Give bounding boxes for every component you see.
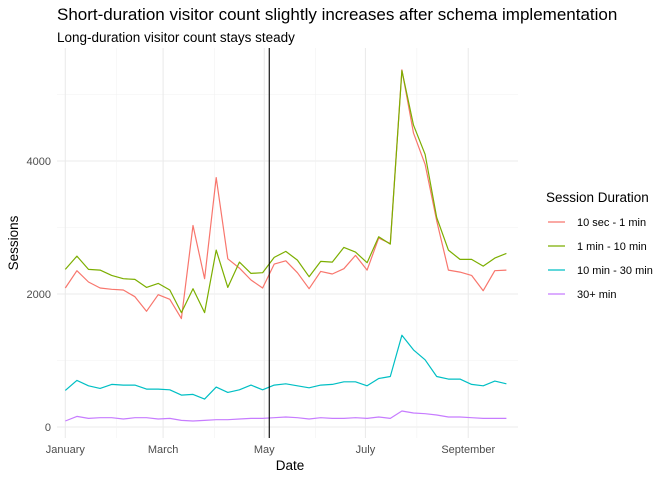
y-tick-label: 0	[45, 422, 51, 434]
y-tick-label: 4000	[27, 156, 51, 168]
x-tick-label: September	[441, 444, 495, 456]
legend: Session Duration 10 sec - 1 min 1 min - 1…	[546, 190, 653, 301]
legend-title: Session Duration	[546, 190, 649, 205]
y-axis-title: Sessions	[6, 215, 21, 270]
legend-label-2: 1 min - 10 min	[577, 241, 647, 253]
x-tick-label: May	[254, 444, 275, 456]
axes: 0 2000 4000 January March May July September	[27, 156, 496, 456]
x-tick-label: July	[356, 444, 376, 456]
series-line-4	[65, 410, 507, 422]
y-tick-label: 2000	[27, 289, 51, 301]
legend-label-3: 10 min - 30 min	[577, 265, 653, 277]
legend-label-4: 30+ min	[577, 289, 616, 301]
series-lines	[64, 69, 507, 422]
series-line-2	[64, 69, 507, 314]
x-tick-label: March	[148, 444, 179, 456]
series-line-3	[64, 334, 507, 400]
x-tick-label: January	[46, 444, 86, 456]
chart-title: Short-duration visitor count slightly in…	[57, 5, 618, 24]
legend-label-1: 10 sec - 1 min	[577, 217, 646, 229]
x-axis-title: Date	[276, 458, 305, 473]
grid	[57, 48, 518, 438]
chart-subtitle: Long-duration visitor count stays steady	[57, 30, 295, 45]
series-line-1	[64, 69, 507, 320]
